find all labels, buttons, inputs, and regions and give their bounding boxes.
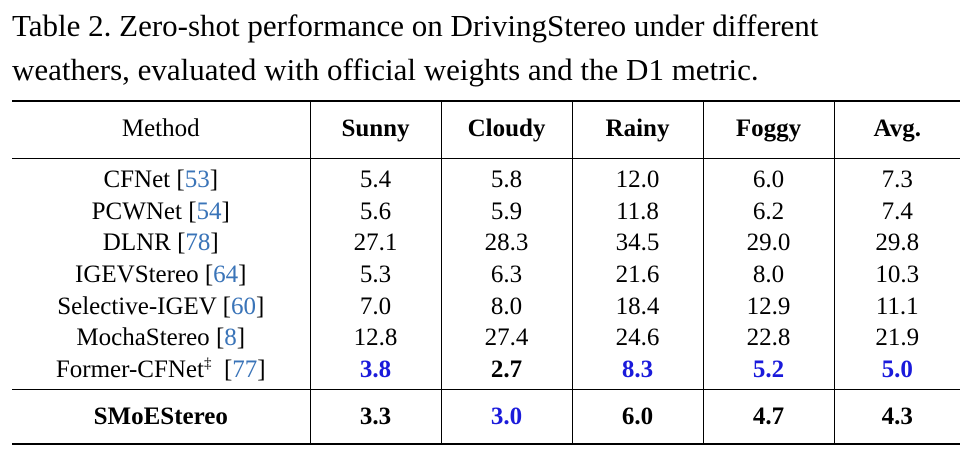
cloudy-cell: 28.3 [441,227,573,259]
cloudy-cell: 6.3 [441,258,573,291]
citation-link[interactable]: [8] [215,324,246,352]
avg-cell: 29.8 [875,229,920,257]
citation-number: 53 [184,166,210,194]
header-sunny: Sunny [310,100,442,158]
citation-number: 77 [232,355,258,383]
rainy-cell: 18.4 [572,290,704,322]
method-cell: Former-CFNet‡ [77] [12,353,311,392]
citation-link[interactable]: [54] [188,197,230,225]
citation-link[interactable]: [60] [222,292,265,320]
avg-cell: 4.3 [881,403,913,431]
header-rainy: Rainy [572,100,704,158]
rainy-cell: 34.5 [572,227,704,259]
method-cell: DLNR [78] [12,227,311,259]
sunny-cell: 7.0 [310,290,442,322]
method-cell: IGEVStereo [64] [12,258,311,291]
citation-number: 64 [213,261,239,289]
table-row: Former-CFNet‡ [77] 3.8 2.7 8.3 5.2 5.0 [12,353,960,392]
header-cloudy: Cloudy [441,100,573,158]
top-rule [12,100,960,102]
header-foggy: Foggy [703,100,835,158]
cloudy-cell: 5.9 [441,195,573,228]
table-header-row: Method Sunny Cloudy Rainy Foggy Avg. [12,100,960,158]
caption-line-1: Table 2. Zero-shot performance on Drivin… [12,8,819,43]
method-name: IGEVStereo [75,261,199,289]
cloudy-cell: 2.7 [441,353,573,392]
caption-line-2: weathers, evaluated with official weight… [12,52,759,87]
method-cell: MochaStereo [8] [12,321,311,354]
avg-cell: 5.0 [881,355,913,383]
sunny-cell: 3.8 [310,353,442,392]
avg-cell: 21.9 [875,324,920,352]
table-row: Selective-IGEV [60] 7.0 8.0 18.4 12.9 11… [12,290,960,322]
citation-number: 8 [224,324,237,352]
foggy-cell: 8.0 [703,258,835,291]
rainy-cell: 12.0 [572,158,704,196]
header-rule [12,158,960,159]
rainy-cell: 11.8 [572,195,704,228]
citation-link[interactable]: [77] [223,355,266,383]
cloudy-cell: 3.0 [441,391,573,444]
method-cell: PCWNet [54] [12,195,311,228]
foggy-cell: 5.2 [703,353,835,392]
table-row: DLNR [78] 27.1 28.3 34.5 29.0 29.8 [12,227,960,259]
avg-cell: 11.1 [875,292,919,320]
citation-number: 60 [230,292,256,320]
sunny-cell: 5.6 [310,195,442,228]
method-name: Selective-IGEV [57,292,217,320]
bottom-rule [12,443,960,446]
sunny-cell: 12.8 [310,321,442,354]
cloudy-cell: 5.8 [441,158,573,196]
method-name: MochaStereo [76,324,210,352]
header-avg: Avg. [873,115,921,142]
method-name: CFNet [103,166,171,194]
rainy-cell: 8.3 [572,353,704,392]
sunny-cell: 27.1 [310,227,442,259]
foggy-cell: 6.2 [703,195,835,228]
table-row: CFNet [53] 5.4 5.8 12.0 6.0 7.3 [12,158,960,196]
ours-row: SMoEStereo 3.3 3.0 6.0 4.7 4.3 [12,391,960,444]
foggy-cell: 6.0 [703,158,835,196]
citation-number: 54 [196,197,222,225]
table-row: IGEVStereo [64] 5.3 6.3 21.6 8.0 10.3 [12,258,960,291]
table-caption: Table 2. Zero-shot performance on Drivin… [12,4,962,92]
avg-cell: 10.3 [875,261,920,289]
results-table: Method Sunny Cloudy Rainy Foggy Avg. CFN… [12,100,960,444]
table-row: PCWNet [54] 5.6 5.9 11.8 6.2 7.4 [12,195,960,228]
foggy-cell: 29.0 [703,227,835,259]
table-row: MochaStereo [8] 12.8 27.4 24.6 22.8 21.9 [12,321,960,354]
foggy-cell: 12.9 [703,290,835,322]
ours-rule [12,389,960,391]
method-name: Former-CFNet [55,355,204,383]
foggy-cell: 22.8 [703,321,835,354]
method-cell: SMoEStereo [12,391,311,444]
method-name: PCWNet [91,197,182,225]
avg-cell: 7.3 [881,166,913,194]
foggy-cell: 4.7 [703,391,835,444]
sunny-cell: 5.3 [310,258,442,291]
double-dagger-mark: ‡ [203,355,212,372]
cloudy-cell: 8.0 [441,290,573,322]
rainy-cell: 21.6 [572,258,704,291]
header-method: Method [12,100,311,158]
rainy-cell: 24.6 [572,321,704,354]
citation-link[interactable]: [64] [204,261,247,289]
method-cell: CFNet [53] [12,158,311,196]
avg-cell: 7.4 [881,197,913,225]
citation-link[interactable]: [53] [176,166,219,194]
method-cell: Selective-IGEV [60] [12,290,311,322]
citation-link[interactable]: [78] [177,229,219,257]
method-name: DLNR [102,229,171,257]
cloudy-cell: 27.4 [441,321,573,354]
citation-number: 78 [185,229,211,257]
rainy-cell: 6.0 [572,391,704,444]
sunny-cell: 3.3 [310,391,442,444]
sunny-cell: 5.4 [310,158,442,196]
